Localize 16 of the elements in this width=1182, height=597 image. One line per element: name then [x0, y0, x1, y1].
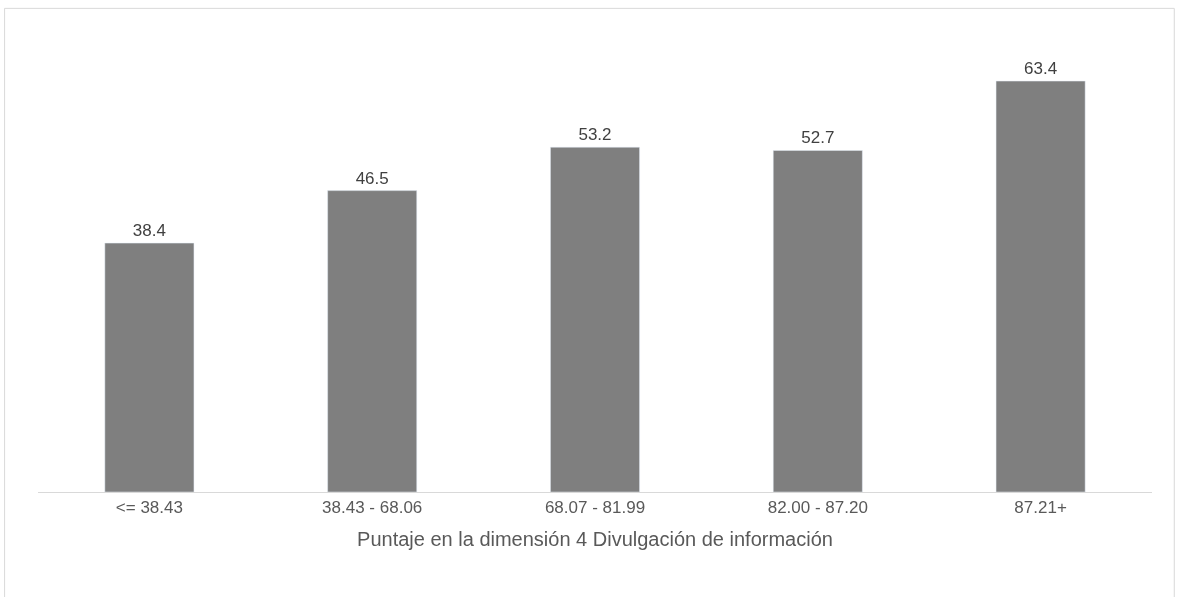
data-label: 38.4: [132, 221, 166, 241]
bar: [995, 80, 1086, 492]
x-tick-label: 87.21+: [1014, 498, 1067, 518]
x-tick-label: 38.43 - 68.06: [322, 498, 423, 518]
x-tick-label: 82.00 - 87.20: [767, 498, 868, 518]
x-tick-label: 68.07 - 81.99: [544, 498, 646, 518]
bar: [772, 150, 863, 492]
data-label: 63.4: [1024, 59, 1058, 79]
bar: [104, 242, 195, 492]
data-label: 52.7: [801, 128, 835, 148]
data-label: 46.5: [355, 168, 389, 188]
bar: [550, 146, 640, 492]
data-label: 53.2: [578, 125, 612, 145]
x-axis-title: Puntaje en la dimensión 4 Divulgación de información: [357, 527, 833, 550]
bar: [327, 190, 418, 492]
x-tick-label: <= 38.43: [115, 498, 183, 518]
